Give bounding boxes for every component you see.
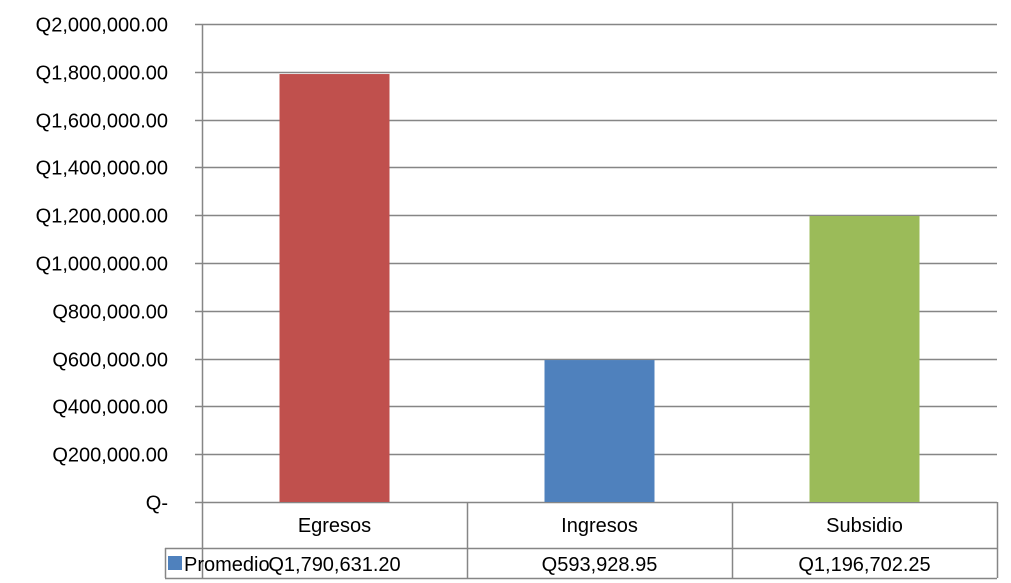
y-tick-label: Q- (146, 493, 168, 515)
y-tick-label: Q1,400,000.00 (36, 158, 168, 180)
y-tick-label: Q2,000,000.00 (36, 15, 168, 37)
value-label: Q1,790,631.20 (268, 554, 400, 576)
bars (279, 74, 920, 502)
y-tick-label: Q1,200,000.00 (36, 206, 168, 228)
legend-swatch (168, 556, 182, 570)
bar-ingresos (544, 360, 655, 502)
y-tick-label: Q1,800,000.00 (36, 63, 168, 85)
category-label: Egresos (298, 515, 371, 537)
category-label: Ingresos (561, 515, 638, 537)
y-axis-tick-labels: Q- Q200,000.00 Q400,000.00 Q600,000.00 Q800,… (36, 15, 168, 515)
y-tick-label: Q1,600,000.00 (36, 111, 168, 133)
value-label: Q593,928.95 (542, 554, 658, 576)
y-tick-label: Q400,000.00 (52, 397, 168, 419)
bar-egresos (279, 74, 390, 502)
data-table: Egresos Q1,790,631.20 Ingresos Q593,928.95 S… (164, 502, 999, 580)
y-tick-label: Q800,000.00 (52, 302, 168, 324)
y-tick-label: Q600,000.00 (52, 350, 168, 372)
category-label: Subsidio (826, 515, 903, 537)
y-tick-label: Q200,000.00 (52, 445, 168, 467)
legend-label: Promedio (184, 554, 270, 576)
value-label: Q1,196,702.25 (798, 554, 930, 576)
bar-subsidio (809, 215, 920, 502)
y-tick-label: Q1,000,000.00 (36, 254, 168, 276)
